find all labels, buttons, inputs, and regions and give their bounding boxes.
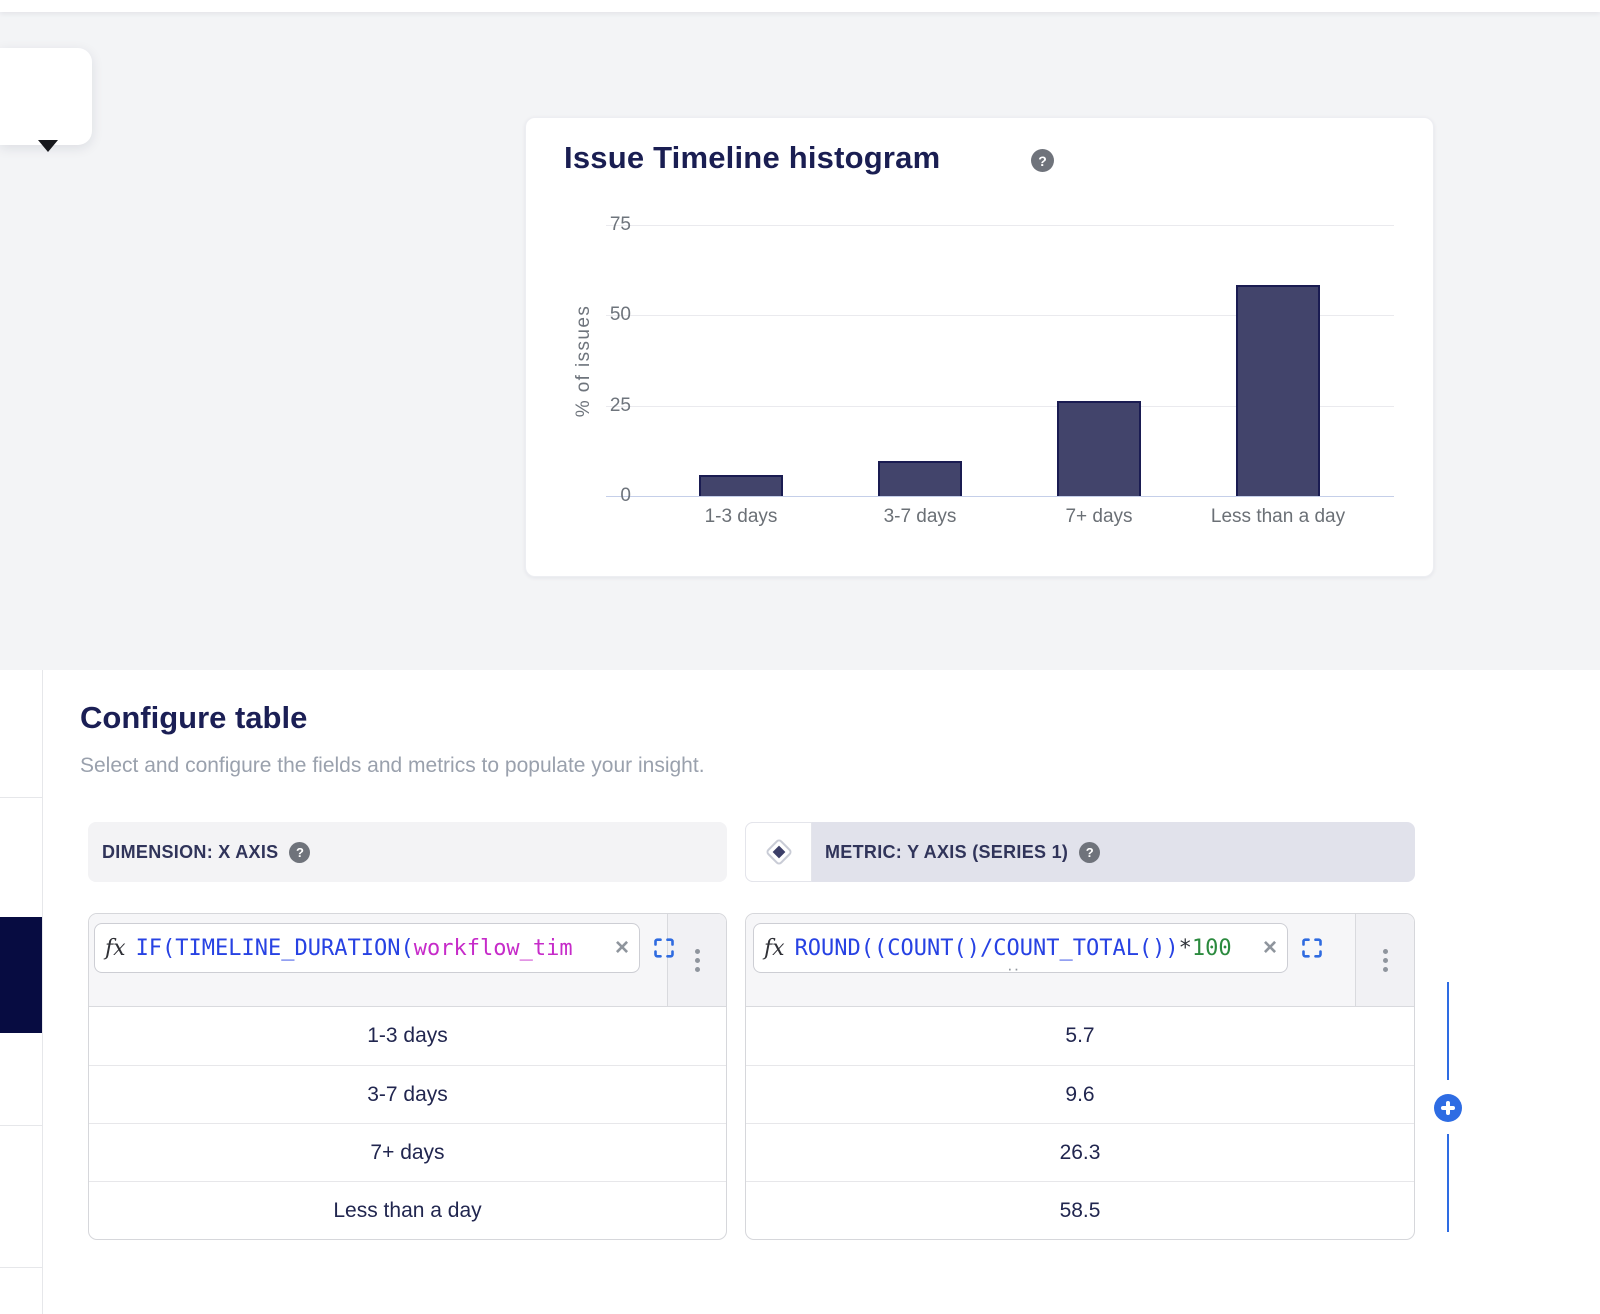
dimension-rows: 1-3 days 3-7 days 7+ days Less than a day [89,1007,726,1239]
gridline [606,496,1394,497]
formula-token: IF(TIMELINE_DURATION( [135,935,414,961]
chart-title: Issue Timeline histogram [564,140,941,175]
y-tick-label: 25 [609,394,631,416]
y-tick-label: 75 [609,214,631,235]
metric-formula-input[interactable]: fx ROUND((COUNT()/COUNT_TOTAL())*100 × ·… [753,923,1288,977]
sidebar-step-divider [0,1267,43,1268]
clear-formula-button[interactable]: × [614,934,629,961]
x-tick-label: 1-3 days [704,506,778,527]
more-options-button[interactable] [667,914,726,1006]
table-row: 7+ days [89,1123,726,1181]
table-row: 58.5 [746,1181,1414,1239]
formula-area: fx ROUND((COUNT()/COUNT_TOTAL())*100 × ·… [746,914,1355,1006]
sidebar-step-divider [0,1125,43,1126]
formula-area: fx IF(TIMELINE_DURATION(workflow_tim × [89,914,674,1006]
expand-icon [654,938,674,958]
formula-token: 100 [1191,935,1232,961]
metric-rows: 5.7 9.6 26.3 58.5 [746,1007,1414,1239]
gridline [606,405,1394,407]
metric-header-label: METRIC: Y AXIS (SERIES 1) [825,841,1069,862]
bar-7+ days[interactable] [1057,400,1141,496]
bar-3-7 days[interactable] [878,461,962,496]
steps-sidebar [0,670,43,1314]
dimension-header: DIMENSION: X AXIS ? [88,822,727,882]
metric-table: fx ROUND((COUNT()/COUNT_TOTAL())*100 × ·… [745,913,1415,1240]
fx-icon: fx [764,935,785,961]
dimension-table: fx IF(TIMELINE_DURATION(workflow_tim × 1 [88,913,727,1240]
diamond-glyph [766,839,791,865]
metric-formula-row: fx ROUND((COUNT()/COUNT_TOTAL())*100 × ·… [746,914,1414,1007]
dimension-formula-input[interactable]: fx IF(TIMELINE_DURATION(workflow_tim × [94,923,640,973]
gridline [606,315,1394,317]
formula-token: ROUND((COUNT()/COUNT_TOTAL()) [794,935,1179,961]
help-icon[interactable]: ? [1079,841,1101,863]
chevron-down-icon [38,140,58,152]
formula-token: workflow_tim [413,935,573,961]
add-series-line [1447,1134,1449,1232]
page-title: Configure table [80,700,308,735]
table-row: Less than a day [89,1181,726,1239]
help-icon[interactable]: ? [1031,149,1054,172]
formula-code: ROUND((COUNT()/COUNT_TOTAL())*100 [795,936,1259,961]
expand-formula-button[interactable] [1300,936,1324,960]
table-row: 26.3 [746,1123,1414,1181]
table-row: 1-3 days [367,1024,448,1047]
metric-diamond-icon[interactable] [745,822,812,882]
question-mark-glyph: ? [295,844,304,860]
sidebar-active-step[interactable] [0,917,42,1033]
chart-card: Issue Timeline histogram ? % of issues 0… [525,117,1434,577]
formula-token: * [1178,935,1192,961]
question-mark-glyph: ? [1085,844,1094,860]
x-tick-label: Less than a day [1210,506,1346,527]
metric-header: METRIC: Y AXIS (SERIES 1) ? [745,822,1415,882]
formula-code: IF(TIMELINE_DURATION(workflow_tim [136,936,611,961]
top-header-bar [0,0,1600,12]
table-row: 3-7 days [89,1065,726,1123]
expand-icon [1302,938,1322,958]
kebab-icon [694,948,700,972]
truncation-dots: ·· [1007,959,1021,978]
clear-formula-button[interactable]: × [1262,934,1277,961]
page-subtitle: Select and configure the fields and metr… [80,754,705,777]
dimension-formula-row: fx IF(TIMELINE_DURATION(workflow_tim × [89,914,726,1007]
bar-1-3 days[interactable] [699,475,783,496]
y-tick-label: 50 [609,304,631,326]
sidebar-step-divider [0,797,43,798]
help-icon[interactable]: ? [289,841,311,863]
x-tick-label: 7+ days [1065,506,1133,527]
expand-formula-button[interactable] [652,936,676,960]
question-mark-glyph: ? [1038,152,1047,169]
plus-icon [1441,1101,1455,1115]
y-tick-label: 0 [620,485,631,506]
table-row: 9.6 [746,1065,1414,1123]
metric-header-label-area: METRIC: Y AXIS (SERIES 1) ? [812,841,1415,863]
add-series-button[interactable] [1434,1094,1462,1122]
panel-toggle-button[interactable] [0,48,92,152]
bar-Less than a day[interactable] [1236,284,1320,496]
dimension-header-label: DIMENSION: X AXIS [102,841,279,862]
kebab-icon [1382,948,1388,972]
gridline [606,225,1394,226]
fx-icon: fx [105,935,126,961]
bar-chart-plot: % of issues 0 25 50 75 1-3 days 3-7 days 7+ da… [526,118,1433,576]
more-options-button[interactable] [1355,914,1414,1006]
x-tick-label: 3-7 days [883,506,957,527]
table-row: 5.7 [1065,1024,1095,1047]
add-series-line [1447,982,1449,1080]
